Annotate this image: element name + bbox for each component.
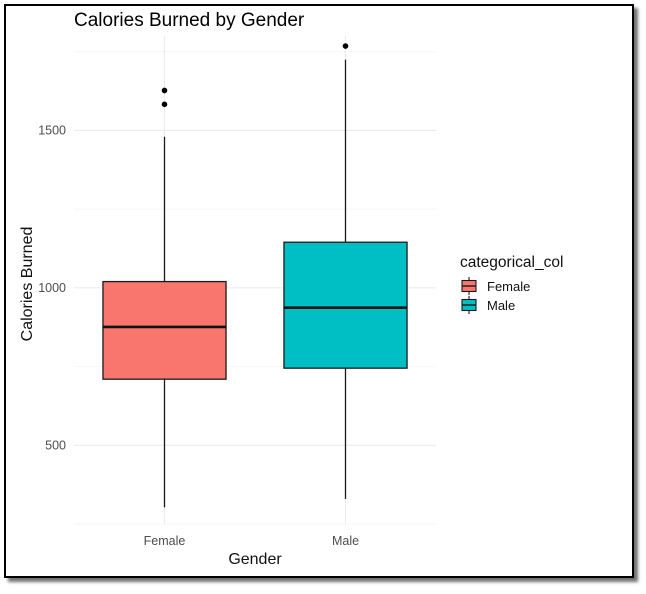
box-male: [283, 43, 408, 499]
y-tick-label: 500: [45, 438, 66, 452]
y-tick-labels: 500 1000 1500: [38, 123, 66, 452]
legend-title: categorical_col: [460, 254, 563, 271]
outlier-point: [161, 101, 168, 108]
box-body: [102, 280, 227, 380]
y-axis-title: Calories Burned: [19, 227, 36, 342]
outlier-point: [161, 87, 168, 94]
legend-entry-male: Male: [461, 296, 515, 314]
legend-label: Male: [487, 298, 515, 313]
box-body: [283, 241, 408, 369]
legend-label: Female: [487, 279, 530, 294]
y-tick-label: 1500: [38, 123, 66, 137]
x-tick-label: Female: [144, 534, 186, 548]
x-tick-label: Male: [332, 534, 359, 548]
x-tick-labels: Female Male: [144, 534, 359, 548]
box-female: [102, 87, 227, 508]
chart-title: Calories Burned by Gender: [74, 10, 305, 31]
x-axis-title: Gender: [228, 551, 282, 568]
legend: categorical_col Female Male: [460, 254, 563, 314]
legend-entry-female: Female: [461, 277, 530, 295]
y-tick-label: 1000: [38, 281, 66, 295]
outlier-point: [342, 43, 349, 49]
box-series: [102, 43, 408, 508]
